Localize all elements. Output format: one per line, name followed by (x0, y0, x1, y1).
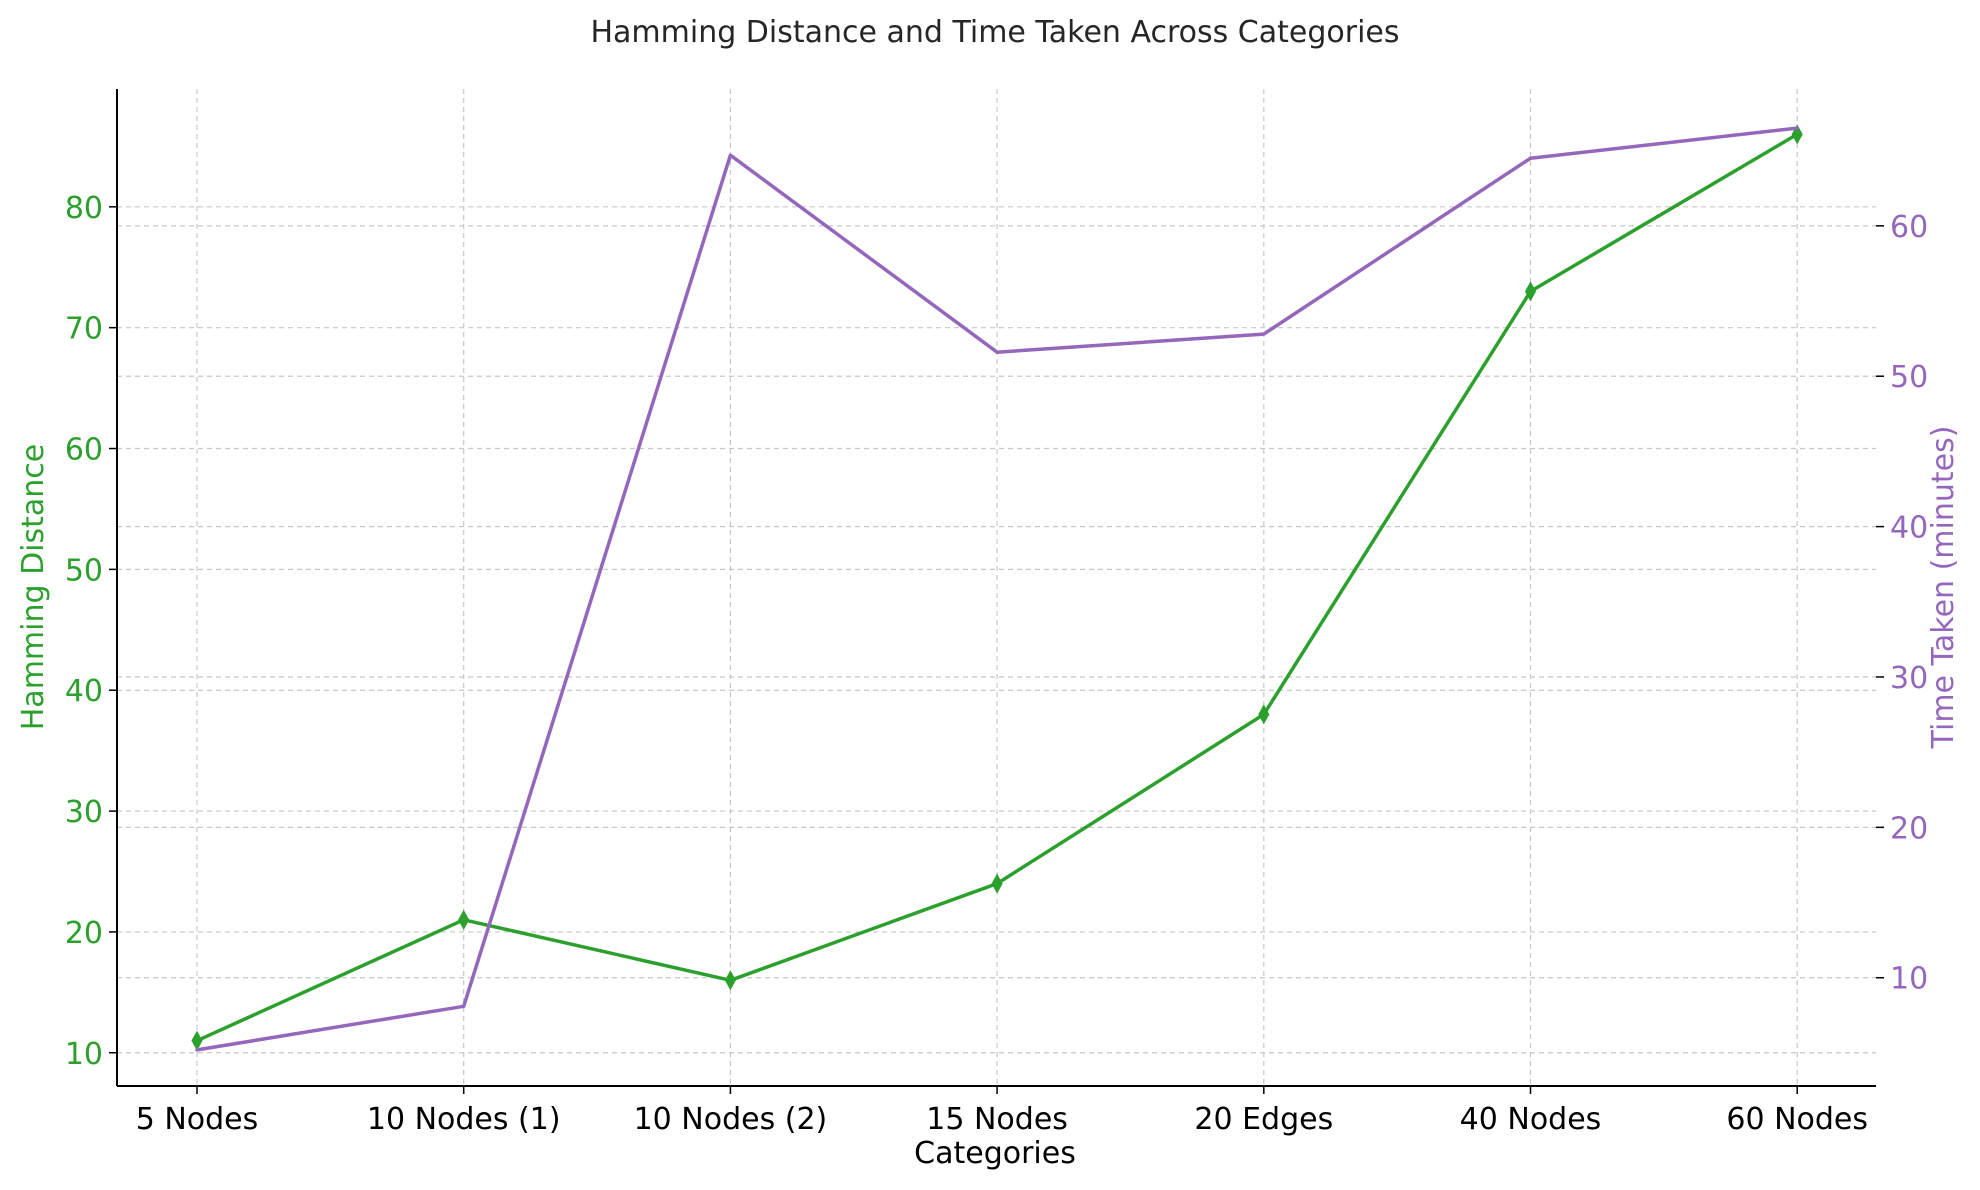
y-left-tick-label: 10 (65, 1037, 103, 1072)
axes-layer: 5 Nodes 10 Nodes (1) 10 Nodes (2) 15 Nodes 2… (65, 89, 1928, 1137)
y-left-tick-label: 70 (65, 312, 103, 347)
x-tick-label: 5 Nodes (136, 1102, 259, 1137)
hamming-distance-marker (1524, 281, 1537, 302)
x-tick-label: 10 Nodes (1) (367, 1102, 561, 1137)
x-tick-label: 10 Nodes (2) (634, 1102, 828, 1137)
x-tick-label: 60 Nodes (1726, 1102, 1868, 1137)
y-right-tick-label: 10 (1890, 962, 1928, 997)
x-tick-label: 20 Edges (1194, 1102, 1333, 1137)
chart-title: Hamming Distance and Time Taken Across C… (590, 15, 1399, 50)
series-layer (191, 124, 1803, 1052)
hamming-distance-marker (991, 873, 1003, 894)
y-left-tick-label: 20 (65, 916, 103, 951)
y-left-tick-label: 50 (65, 553, 103, 588)
y-axis-right-title: Time Taken (minutes) (1926, 426, 1961, 750)
hamming-distance-marker (724, 970, 736, 991)
y-right-tick-label: 50 (1890, 360, 1928, 395)
x-tick-label: 40 Nodes (1460, 1102, 1602, 1137)
x-axis-title: Categories (914, 1136, 1076, 1171)
y-left-tick-label: 80 (65, 191, 103, 226)
y-axis-left-title: Hamming Distance (16, 444, 51, 731)
grid-layer (117, 89, 1876, 1086)
y-left-tick-label: 40 (65, 674, 103, 709)
y-right-tick-label: 30 (1890, 661, 1928, 696)
x-tick-label: 15 Nodes (926, 1102, 1068, 1137)
y-right-tick-label: 40 (1890, 511, 1928, 546)
hamming-distance-marker (1791, 124, 1803, 145)
hamming-distance-marker (458, 909, 470, 930)
hamming-distance-marker (1258, 704, 1270, 725)
time-taken-line (195, 126, 1799, 1052)
y-right-tick-label: 20 (1890, 811, 1928, 846)
y-left-tick-label: 60 (65, 433, 103, 468)
y-left-tick-label: 30 (65, 795, 103, 830)
y-right-tick-label: 60 (1890, 210, 1928, 245)
